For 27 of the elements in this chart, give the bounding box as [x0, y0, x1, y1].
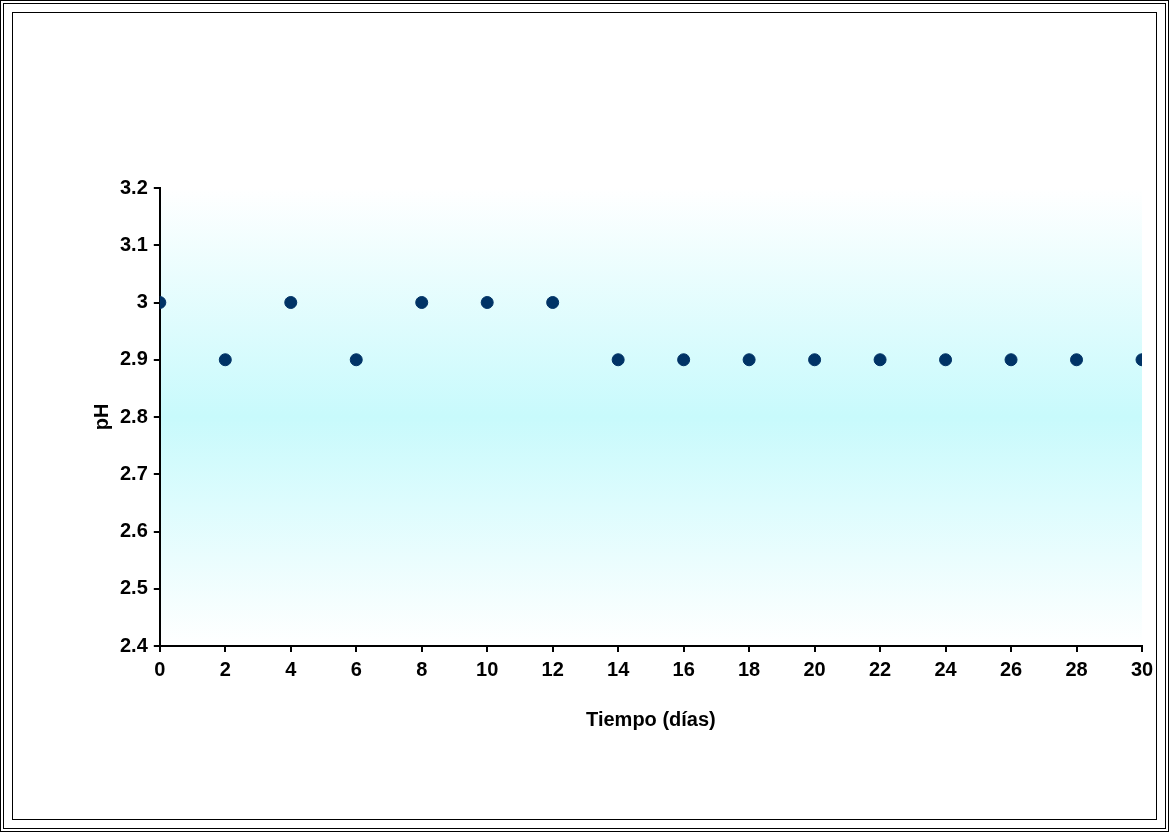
x-tick-label: 12	[541, 657, 564, 680]
x-tick-label: 16	[672, 657, 695, 680]
x-tick-label: 2	[219, 657, 231, 680]
x-tick-label: 0	[154, 657, 166, 680]
x-tick-label: 10	[476, 657, 499, 680]
y-tick-label: 2.8	[119, 404, 148, 427]
x-tick-label: 14	[607, 657, 631, 680]
x-tick-label: 18	[738, 657, 761, 680]
y-tick-label: 2.9	[119, 347, 148, 370]
y-tick-label: 2.4	[119, 633, 149, 656]
y-tick-label: 3.2	[119, 175, 148, 198]
y-tick-label: 2.5	[119, 576, 148, 599]
x-tick-label: 8	[416, 657, 428, 680]
y-axis-title: pH	[89, 403, 112, 431]
y-tick-label: 3	[136, 290, 148, 313]
x-tick-label: 22	[868, 657, 892, 680]
x-tick-label: 24	[934, 657, 958, 680]
x-tick-label: 4	[285, 657, 298, 680]
y-tick-label: 3.1	[119, 232, 148, 255]
x-axis-title: Tiempo (días)	[586, 707, 716, 730]
y-tick-label: 2.7	[119, 461, 148, 484]
x-tick-label: 6	[350, 657, 362, 680]
y-tick-label: 2.6	[119, 519, 148, 542]
x-tick-label: 26	[999, 657, 1023, 680]
x-tick-label: 20	[803, 657, 826, 680]
x-tick-label: 28	[1065, 657, 1088, 680]
x-tick-label: 30	[1130, 657, 1154, 680]
